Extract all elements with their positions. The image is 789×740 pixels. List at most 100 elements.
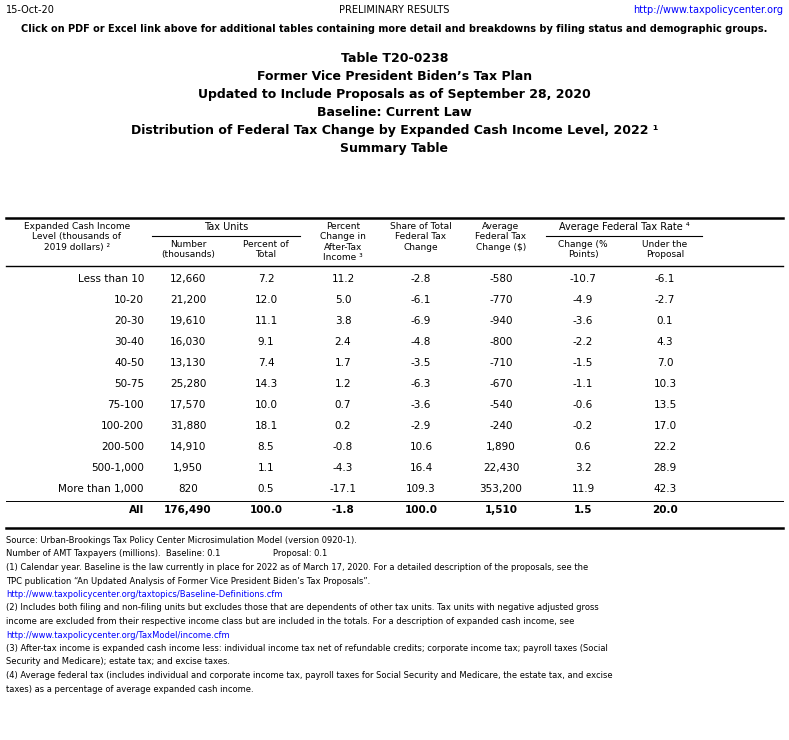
- Text: http://www.taxpolicycenter.org/TaxModel/income.cfm: http://www.taxpolicycenter.org/TaxModel/…: [6, 630, 230, 639]
- Text: 100.0: 100.0: [405, 505, 437, 515]
- Text: 5.0: 5.0: [335, 295, 351, 305]
- Text: 820: 820: [178, 484, 198, 494]
- Text: Average Federal Tax Rate ⁴: Average Federal Tax Rate ⁴: [559, 222, 690, 232]
- Text: All: All: [129, 505, 144, 515]
- Text: -6.9: -6.9: [411, 316, 431, 326]
- Text: Expanded Cash Income
Level (thousands of
2019 dollars) ²: Expanded Cash Income Level (thousands of…: [24, 222, 130, 252]
- Text: 3.8: 3.8: [335, 316, 351, 326]
- Text: -800: -800: [489, 337, 513, 347]
- Text: -770: -770: [489, 295, 513, 305]
- Text: -2.9: -2.9: [411, 421, 431, 431]
- Text: Tax Units: Tax Units: [204, 222, 248, 232]
- Text: 7.2: 7.2: [258, 274, 275, 284]
- Text: 50-75: 50-75: [114, 379, 144, 389]
- Text: Baseline: Current Law: Baseline: Current Law: [317, 106, 472, 119]
- Text: -1.1: -1.1: [573, 379, 593, 389]
- Text: Percent of
Total: Percent of Total: [243, 240, 289, 260]
- Text: 176,490: 176,490: [164, 505, 211, 515]
- Text: 17,570: 17,570: [170, 400, 206, 410]
- Text: Share of Total
Federal Tax
Change: Share of Total Federal Tax Change: [390, 222, 452, 252]
- Text: -0.2: -0.2: [573, 421, 593, 431]
- Text: Less than 10: Less than 10: [77, 274, 144, 284]
- Text: 19,610: 19,610: [170, 316, 206, 326]
- Text: Security and Medicare); estate tax; and excise taxes.: Security and Medicare); estate tax; and …: [6, 658, 230, 667]
- Text: 2.4: 2.4: [335, 337, 351, 347]
- Text: 13.5: 13.5: [653, 400, 677, 410]
- Text: -10.7: -10.7: [570, 274, 596, 284]
- Text: More than 1,000: More than 1,000: [58, 484, 144, 494]
- Text: 22,430: 22,430: [483, 463, 519, 473]
- Text: http://www.taxpolicycenter.org: http://www.taxpolicycenter.org: [633, 5, 783, 15]
- Text: 0.1: 0.1: [656, 316, 673, 326]
- Text: -1.8: -1.8: [331, 505, 354, 515]
- Text: (4) Average federal tax (includes individual and corporate income tax, payroll t: (4) Average federal tax (includes indivi…: [6, 671, 612, 680]
- Text: Under the
Proposal: Under the Proposal: [642, 240, 688, 260]
- Text: 11.1: 11.1: [254, 316, 278, 326]
- Text: -940: -940: [489, 316, 513, 326]
- Text: 25,280: 25,280: [170, 379, 206, 389]
- Text: 0.5: 0.5: [258, 484, 275, 494]
- Text: -17.1: -17.1: [330, 484, 357, 494]
- Text: 28.9: 28.9: [653, 463, 677, 473]
- Text: 0.7: 0.7: [335, 400, 351, 410]
- Text: -3.6: -3.6: [411, 400, 431, 410]
- Text: (3) After-tax income is expanded cash income less: individual income tax net of : (3) After-tax income is expanded cash in…: [6, 644, 608, 653]
- Text: -2.7: -2.7: [655, 295, 675, 305]
- Text: -4.9: -4.9: [573, 295, 593, 305]
- Text: -710: -710: [489, 358, 513, 368]
- Text: -540: -540: [489, 400, 513, 410]
- Text: -240: -240: [489, 421, 513, 431]
- Text: (1) Calendar year. Baseline is the law currently in place for 2022 as of March 1: (1) Calendar year. Baseline is the law c…: [6, 563, 589, 572]
- Text: -4.3: -4.3: [333, 463, 353, 473]
- Text: 12.0: 12.0: [254, 295, 278, 305]
- Text: -2.8: -2.8: [411, 274, 431, 284]
- Text: -1.5: -1.5: [573, 358, 593, 368]
- Text: Percent
Change in
After-Tax
Income ³: Percent Change in After-Tax Income ³: [320, 222, 366, 262]
- Text: Click on PDF or Excel link above for additional tables containing more detail an: Click on PDF or Excel link above for add…: [21, 24, 768, 34]
- Text: Table T20-0238: Table T20-0238: [341, 52, 448, 65]
- Text: income are excluded from their respective income class but are included in the t: income are excluded from their respectiv…: [6, 617, 574, 626]
- Text: Number
(thousands): Number (thousands): [161, 240, 215, 260]
- Text: -3.6: -3.6: [573, 316, 593, 326]
- Text: 10.3: 10.3: [653, 379, 676, 389]
- Text: 75-100: 75-100: [107, 400, 144, 410]
- Text: -6.3: -6.3: [411, 379, 431, 389]
- Text: -0.8: -0.8: [333, 442, 353, 452]
- Text: 42.3: 42.3: [653, 484, 677, 494]
- Text: -2.2: -2.2: [573, 337, 593, 347]
- Text: Source: Urban-Brookings Tax Policy Center Microsimulation Model (version 0920-1): Source: Urban-Brookings Tax Policy Cente…: [6, 536, 357, 545]
- Text: 1.1: 1.1: [258, 463, 275, 473]
- Text: 11.2: 11.2: [331, 274, 354, 284]
- Text: Updated to Include Proposals as of September 28, 2020: Updated to Include Proposals as of Septe…: [198, 88, 591, 101]
- Text: -6.1: -6.1: [655, 274, 675, 284]
- Text: 1.7: 1.7: [335, 358, 351, 368]
- Text: 500-1,000: 500-1,000: [91, 463, 144, 473]
- Text: 1,890: 1,890: [486, 442, 516, 452]
- Text: 20.0: 20.0: [653, 505, 678, 515]
- Text: Summary Table: Summary Table: [341, 142, 448, 155]
- Text: 109.3: 109.3: [406, 484, 436, 494]
- Text: 1,510: 1,510: [484, 505, 518, 515]
- Text: 0.2: 0.2: [335, 421, 351, 431]
- Text: 10-20: 10-20: [114, 295, 144, 305]
- Text: 11.9: 11.9: [571, 484, 595, 494]
- Text: Former Vice President Biden’s Tax Plan: Former Vice President Biden’s Tax Plan: [257, 70, 532, 83]
- Text: 20-30: 20-30: [114, 316, 144, 326]
- Text: Average
Federal Tax
Change ($): Average Federal Tax Change ($): [476, 222, 526, 252]
- Text: -3.5: -3.5: [411, 358, 431, 368]
- Text: TPC publication “An Updated Analysis of Former Vice President Biden’s Tax Propos: TPC publication “An Updated Analysis of …: [6, 576, 370, 585]
- Text: 21,200: 21,200: [170, 295, 206, 305]
- Text: http://www.taxpolicycenter.org/taxtopics/Baseline-Definitions.cfm: http://www.taxpolicycenter.org/taxtopics…: [6, 590, 282, 599]
- Text: 7.0: 7.0: [656, 358, 673, 368]
- Text: -6.1: -6.1: [411, 295, 431, 305]
- Text: 1.2: 1.2: [335, 379, 351, 389]
- Text: 10.0: 10.0: [255, 400, 278, 410]
- Text: 9.1: 9.1: [258, 337, 275, 347]
- Text: 40-50: 40-50: [114, 358, 144, 368]
- Text: -670: -670: [489, 379, 513, 389]
- Text: 22.2: 22.2: [653, 442, 677, 452]
- Text: 0.6: 0.6: [574, 442, 591, 452]
- Text: PRELIMINARY RESULTS: PRELIMINARY RESULTS: [339, 5, 450, 15]
- Text: 18.1: 18.1: [254, 421, 278, 431]
- Text: -0.6: -0.6: [573, 400, 593, 410]
